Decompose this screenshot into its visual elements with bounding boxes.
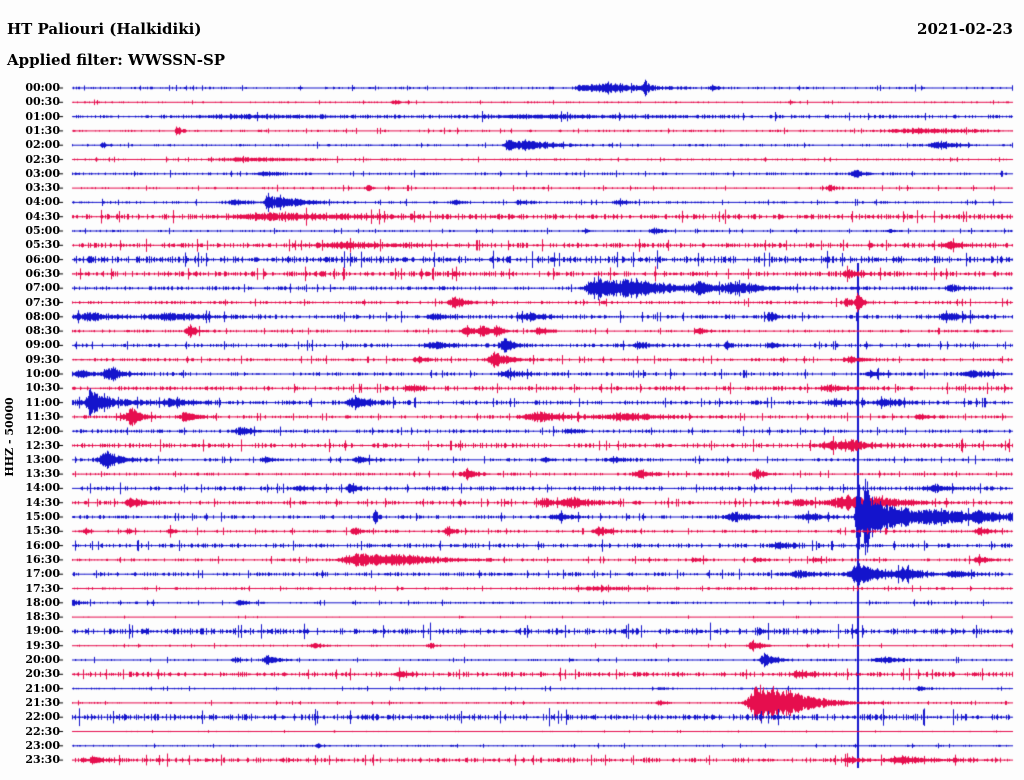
row-time-label: 18:30 [25,610,60,624]
row-time-label: 10:00 [25,367,60,380]
row-time-label: 16:30 [25,552,60,566]
applied-filter-label: Applied filter: WWSSN-SP [7,51,226,69]
row-time-label: 04:30 [25,209,60,223]
row-time-label: 08:00 [25,309,60,323]
row-time-label: 14:00 [25,481,60,495]
row-time-label: 22:30 [25,724,60,738]
row-time-label: 12:30 [25,438,60,452]
row-time-label: 00:30 [25,95,60,109]
row-time-label: 15:30 [25,524,60,538]
row-time-label: 05:00 [25,224,60,237]
row-time-label: 17:00 [25,567,60,581]
row-time-label: 09:00 [25,338,60,352]
row-time-label: 06:00 [25,252,60,266]
row-time-label: 18:00 [25,595,60,609]
row-time-label: 03:30 [25,181,60,195]
station-title: HT Paliouri (Halkidiki) [7,20,202,38]
row-time-label: 11:00 [25,395,60,409]
row-time-label: 02:00 [25,138,60,152]
row-time-label: 02:30 [25,152,60,166]
row-time-label: 21:30 [25,695,60,709]
row-time-label: 06:30 [25,266,60,280]
row-time-label: 16:00 [25,538,60,552]
row-time-label: 13:30 [25,467,60,481]
row-time-label: 15:00 [25,510,60,523]
row-time-label: 12:00 [25,424,60,438]
row-time-label: 21:00 [25,681,60,695]
row-time-label: 11:30 [25,409,60,423]
row-time-label: 19:30 [25,638,60,652]
row-time-label: 19:00 [25,624,60,638]
row-time-label: 10:30 [25,381,60,395]
row-time-label: 05:30 [25,238,60,252]
row-time-label: 08:30 [25,324,60,338]
row-time-label: 23:30 [25,753,60,767]
row-time-label: 20:30 [25,667,60,681]
row-time-label: 04:00 [25,195,60,209]
row-time-label: 01:00 [25,109,60,123]
row-time-label: 20:00 [25,653,60,666]
row-time-label: 01:30 [25,123,60,137]
row-time-label: 00:00 [25,81,60,94]
row-time-label: 03:00 [25,166,60,180]
row-time-label: 17:30 [25,581,60,595]
row-time-label: 22:00 [25,710,60,724]
record-date: 2021-02-23 [917,20,1013,38]
row-time-label: 09:30 [25,352,60,366]
row-time-label: 14:30 [25,495,60,509]
row-time-label: 13:00 [25,452,60,466]
row-time-label: 07:00 [25,281,60,295]
row-time-label: 23:00 [25,738,60,752]
row-time-label: 07:30 [25,295,60,309]
